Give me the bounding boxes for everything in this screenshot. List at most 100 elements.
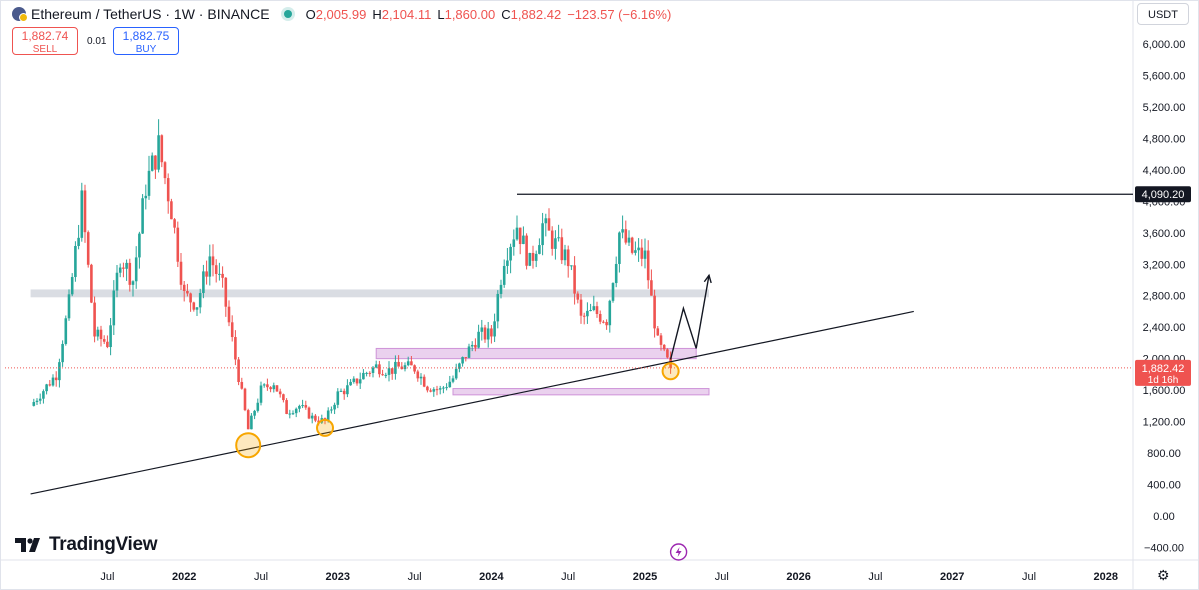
candle-body bbox=[451, 378, 455, 382]
candle-body bbox=[61, 343, 64, 363]
candle-body bbox=[397, 361, 400, 367]
candle-body bbox=[528, 252, 532, 266]
resistance-price-badge bbox=[1135, 186, 1191, 203]
candle-body bbox=[656, 328, 660, 336]
candle-body bbox=[166, 178, 170, 202]
x-tick-label: Jul bbox=[408, 571, 422, 583]
candle-body bbox=[416, 371, 420, 379]
x-tick-label: Jul bbox=[1022, 571, 1036, 583]
candle-body bbox=[134, 257, 138, 282]
y-tick-label: 4,400.00 bbox=[1143, 165, 1186, 177]
x-tick-label: 2028 bbox=[1094, 571, 1118, 583]
candle-body bbox=[352, 378, 356, 382]
candle-body bbox=[74, 245, 77, 278]
candle-body bbox=[326, 410, 330, 421]
ethereum-binance-icon[interactable] bbox=[12, 7, 28, 22]
grey-resistance-zone bbox=[30, 289, 710, 298]
candle-body bbox=[643, 250, 647, 259]
symbol-title[interactable]: Ethereum / TetherUS · 1W · BINANCE bbox=[31, 6, 270, 22]
sell-button[interactable]: 1,882.74 SELL bbox=[12, 27, 78, 55]
candle-body bbox=[627, 237, 631, 243]
candle-body bbox=[365, 372, 368, 374]
projection-arrowhead bbox=[703, 273, 712, 284]
candle-body bbox=[86, 232, 90, 265]
candle-body bbox=[438, 388, 442, 390]
gear-icon[interactable]: ⚙ bbox=[1157, 567, 1170, 583]
candle-body bbox=[544, 218, 548, 224]
candle-body bbox=[614, 263, 618, 284]
candle-body bbox=[342, 390, 346, 395]
candle-body bbox=[634, 250, 637, 253]
candle-body bbox=[214, 265, 218, 274]
candle-body bbox=[157, 135, 160, 170]
x-tick-label: Jul bbox=[715, 571, 729, 583]
candle-body bbox=[659, 335, 663, 345]
candle-body bbox=[522, 235, 525, 245]
close-value: C1,882.42 bbox=[501, 6, 562, 22]
y-tick-label: 2,800.00 bbox=[1143, 291, 1186, 303]
candle-body bbox=[666, 349, 669, 358]
candle-body bbox=[509, 246, 512, 261]
candle-body bbox=[611, 283, 615, 301]
candle-body bbox=[58, 362, 61, 381]
countdown-label: 1d 16h bbox=[1148, 375, 1179, 386]
candle-body bbox=[170, 201, 173, 220]
candle-body bbox=[122, 267, 125, 269]
candle-body bbox=[38, 398, 42, 401]
candle-body bbox=[477, 331, 480, 348]
y-tick-label: 3,600.00 bbox=[1143, 228, 1186, 240]
candle-body bbox=[454, 368, 458, 379]
candle-body bbox=[589, 310, 592, 312]
tradingview-logo[interactable]: TradingView bbox=[15, 534, 158, 556]
candles-group bbox=[32, 119, 672, 430]
candle-body bbox=[419, 376, 423, 379]
candle-body bbox=[298, 405, 301, 409]
candle-body bbox=[163, 162, 167, 179]
buy-button[interactable]: 1,882.75 BUY bbox=[113, 27, 179, 55]
candle-body bbox=[35, 400, 39, 403]
candle-body bbox=[125, 262, 128, 269]
lightning-icon-bolt bbox=[675, 547, 682, 557]
candle-body bbox=[490, 328, 493, 337]
candle-body bbox=[154, 155, 157, 170]
purple-support-zone-1 bbox=[452, 388, 710, 396]
projection-path bbox=[669, 275, 710, 360]
y-tick-label: 6,000.00 bbox=[1143, 39, 1186, 51]
candle-body bbox=[346, 385, 349, 395]
currency-button[interactable]: USDT bbox=[1137, 3, 1189, 25]
buy-price: 1,882.75 bbox=[122, 29, 170, 43]
candle-body bbox=[51, 377, 55, 386]
candle-body bbox=[486, 328, 490, 340]
candle-body bbox=[269, 387, 272, 390]
candle-body bbox=[64, 318, 68, 344]
candle-body bbox=[381, 374, 384, 376]
last-price-badge bbox=[1135, 359, 1191, 386]
candle-body bbox=[301, 405, 304, 407]
candle-body bbox=[186, 290, 189, 294]
candle-body bbox=[336, 391, 340, 405]
candle-body bbox=[42, 391, 45, 399]
y-tick-label: 5,200.00 bbox=[1143, 102, 1186, 114]
candle-body bbox=[45, 384, 48, 392]
candle-body bbox=[579, 299, 583, 316]
market-open-dot bbox=[283, 10, 292, 18]
candle-body bbox=[237, 359, 240, 383]
candle-body bbox=[566, 249, 570, 267]
candle-body bbox=[109, 325, 112, 348]
candle-body bbox=[432, 389, 436, 392]
candle-body bbox=[288, 413, 292, 415]
candle-body bbox=[646, 250, 650, 281]
candle-body bbox=[374, 364, 378, 368]
candle-body bbox=[598, 313, 602, 322]
chart-header: Ethereum / TetherUS · 1W · BINANCE O2,00… bbox=[12, 4, 677, 24]
sell-price: 1,882.74 bbox=[21, 29, 69, 43]
candle-body bbox=[502, 265, 506, 285]
candle-body bbox=[128, 262, 132, 285]
candle-body bbox=[483, 327, 487, 340]
candle-body bbox=[563, 249, 567, 261]
candle-body bbox=[467, 346, 471, 358]
candle-body bbox=[198, 293, 202, 308]
candle-body bbox=[330, 409, 333, 411]
x-tick-label: 2025 bbox=[633, 571, 657, 583]
